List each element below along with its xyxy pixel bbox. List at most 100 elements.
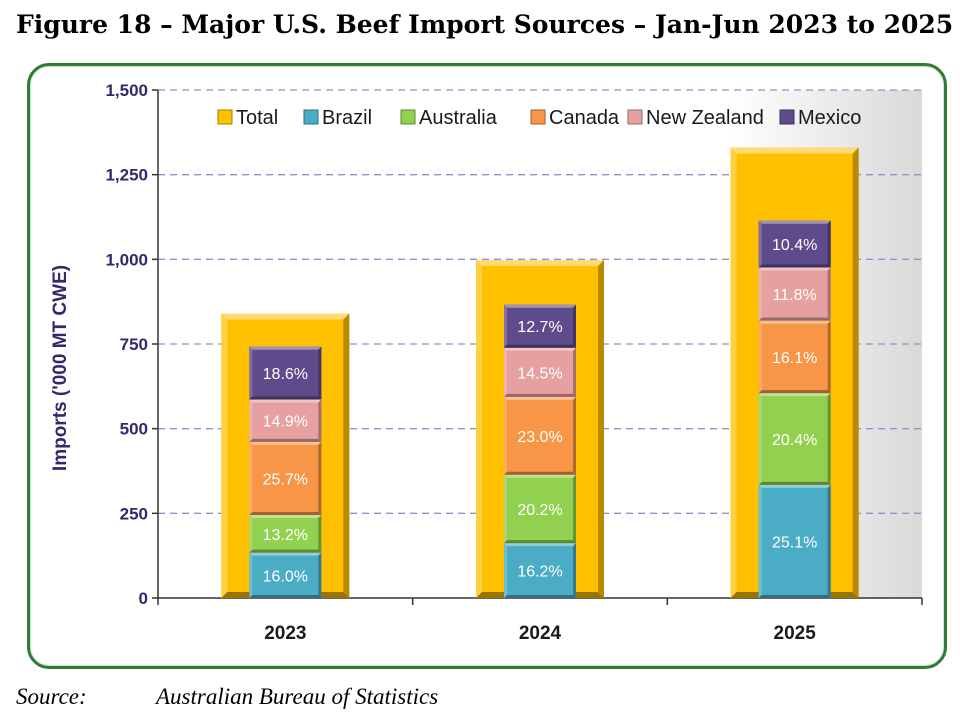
segment-bevel-bottom: [249, 438, 322, 442]
legend-swatch: [779, 109, 795, 125]
y-tick-label: 500: [120, 420, 148, 439]
segment-bevel-top: [249, 552, 322, 556]
segment-bevel-left: [758, 267, 762, 321]
segment-bevel-right: [573, 304, 576, 348]
segment-bevel-right: [827, 484, 831, 598]
segment-bevel-bottom: [758, 317, 831, 321]
y-tick-label: 250: [120, 504, 148, 523]
segment-bevel-top: [249, 515, 322, 519]
legend-label: Canada: [549, 107, 620, 129]
total-bar-bevel-left: [221, 313, 228, 598]
segment-bevel-right: [827, 393, 831, 485]
legend-item-mexico: Mexico: [779, 107, 861, 129]
segment-bevel-bottom: [504, 540, 576, 544]
data-label: 13.2%: [263, 527, 308, 544]
legend-swatch: [217, 109, 233, 125]
data-label: 25.1%: [772, 534, 817, 551]
total-bar-bevel-right: [343, 313, 350, 598]
segment-bevel-top: [758, 393, 831, 397]
segment-bevel-bottom: [504, 471, 576, 475]
segment-mexico: [504, 304, 576, 348]
total-bar-bevel-right: [598, 260, 604, 598]
y-tick-label: 1,250: [105, 166, 148, 185]
bar-group-2025: 25.1% 20.4% 16.1% 11.8% 10.4%: [730, 147, 859, 598]
data-label: 23.0%: [517, 429, 562, 446]
data-label: 16.0%: [263, 568, 308, 585]
total-bar-bevel-top: [221, 313, 350, 320]
legend-item-australia: Australia: [400, 107, 498, 129]
segment-bevel-left: [504, 543, 507, 598]
total-bar-bevel-left: [476, 260, 482, 598]
y-tick-label: 1,500: [105, 81, 148, 100]
segment-bevel-bottom: [504, 595, 576, 598]
segment-bevel-bottom: [249, 512, 322, 516]
segment-brazil: [504, 543, 576, 598]
data-label: 20.2%: [517, 502, 562, 519]
data-label: 12.7%: [517, 319, 562, 336]
x-tick-label: 2023: [264, 623, 306, 644]
segment-bevel-left: [758, 484, 762, 598]
segment-bevel-bottom: [504, 393, 576, 397]
segment-mexico: [758, 220, 831, 268]
y-tick-label: 0: [139, 589, 148, 608]
segment-bevel-right: [318, 441, 322, 516]
segment-canada: [504, 396, 576, 475]
segment-australia: [504, 474, 576, 544]
data-label: 11.8%: [773, 287, 817, 304]
segment-australia: [249, 515, 322, 553]
figure-title: Figure 18 – Major U.S. Beef Import Sourc…: [16, 10, 954, 39]
segment-bevel-top: [758, 220, 831, 224]
segment-mexico: [249, 346, 322, 400]
segment-bevel-left: [249, 399, 253, 442]
segment-bevel-top: [758, 267, 831, 271]
segment-bevel-right: [573, 474, 576, 544]
segment-bevel-left: [249, 552, 253, 598]
segment-bevel-right: [318, 399, 322, 442]
segment-bevel-left: [504, 304, 507, 348]
segment-bevel-right: [318, 515, 322, 553]
segment-bevel-right: [573, 543, 576, 598]
legend-item-new-zealand: New Zealand: [627, 107, 764, 129]
segment-new-zealand: [758, 267, 831, 321]
segment-bevel-right: [318, 552, 322, 598]
bar-group-2024: 16.2% 20.2% 23.0% 14.5% 12.7%: [476, 260, 604, 598]
segment-bevel-right: [827, 320, 831, 394]
data-label: 18.6%: [263, 366, 308, 383]
total-bar-bevel-left: [730, 147, 737, 598]
legend-swatch: [303, 109, 319, 125]
segment-bevel-top: [504, 474, 576, 478]
data-label: 10.4%: [772, 237, 817, 254]
segment-bevel-right: [573, 396, 576, 475]
segment-brazil: [758, 484, 831, 598]
total-bar-bevel-right: [852, 147, 859, 598]
segment-bevel-left: [758, 220, 762, 268]
segment-bevel-top: [504, 347, 576, 351]
segment-bevel-right: [318, 346, 322, 400]
segment-bevel-left: [758, 393, 762, 485]
segment-canada: [758, 320, 831, 394]
legend-item-brazil: Brazil: [303, 107, 372, 129]
legend-swatch: [400, 109, 416, 125]
segment-canada: [249, 441, 322, 516]
segment-bevel-bottom: [758, 264, 831, 268]
segment-brazil: [249, 552, 322, 598]
segment-bevel-left: [504, 347, 507, 397]
segment-bevel-bottom: [249, 595, 322, 598]
source-note: Source: Australian Bureau of Statistics: [16, 684, 946, 710]
data-label: 20.4%: [772, 432, 817, 449]
segment-bevel-top: [249, 441, 322, 445]
data-label: 16.1%: [772, 350, 817, 367]
data-label: 14.9%: [263, 414, 308, 431]
segment-bevel-top: [758, 484, 831, 488]
bar-group-2023: 16.0% 13.2% 25.7% 14.9% 18.6%: [221, 313, 350, 598]
total-bar-bevel-top: [730, 147, 859, 154]
legend-label: New Zealand: [646, 107, 764, 129]
segment-bevel-left: [249, 441, 253, 516]
segment-bevel-left: [504, 474, 507, 544]
segment-bevel-left: [504, 396, 507, 475]
legend-item-total: Total: [217, 107, 278, 129]
source-label: Source:: [16, 684, 87, 709]
legend-label: Brazil: [322, 107, 372, 129]
x-tick-label: 2025: [774, 623, 817, 644]
